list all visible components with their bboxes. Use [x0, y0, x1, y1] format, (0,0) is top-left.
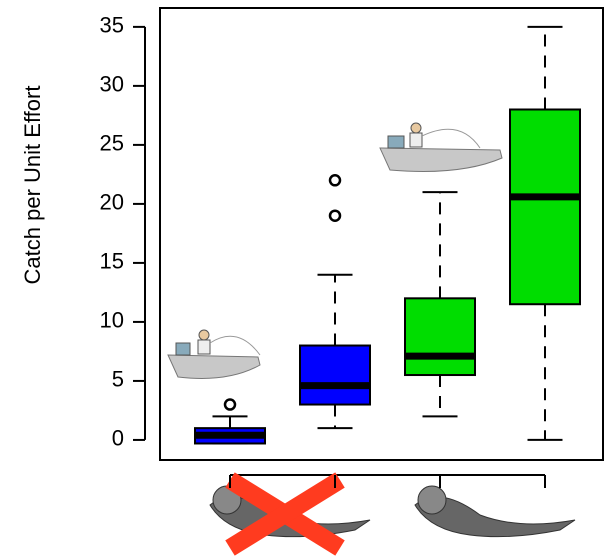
box [405, 298, 475, 375]
box [510, 109, 580, 304]
otter-icon [415, 486, 575, 537]
y-tick-label: 25 [100, 131, 124, 156]
y-tick-label: 20 [100, 190, 124, 215]
y-tick-label: 15 [100, 249, 124, 274]
y-tick-label: 30 [100, 72, 124, 97]
outlier [330, 211, 340, 221]
box-group [195, 400, 265, 444]
chart: Catch per Unit Effort 0 5 10 15 20 25 30 35 [0, 0, 605, 556]
y-tick-label: 10 [100, 308, 124, 333]
y-tick-label: 0 [112, 426, 124, 451]
box-group [510, 27, 580, 440]
y-tick-label: 5 [112, 367, 124, 392]
box-group [300, 175, 370, 428]
y-tick-label: 35 [100, 13, 124, 38]
boat-icon [380, 123, 502, 172]
y-axis-label: Catch per Unit Effort [20, 86, 45, 285]
outlier [330, 175, 340, 185]
boat-icon [168, 330, 260, 379]
outlier [225, 400, 235, 410]
box [300, 346, 370, 405]
box-group [405, 192, 475, 416]
